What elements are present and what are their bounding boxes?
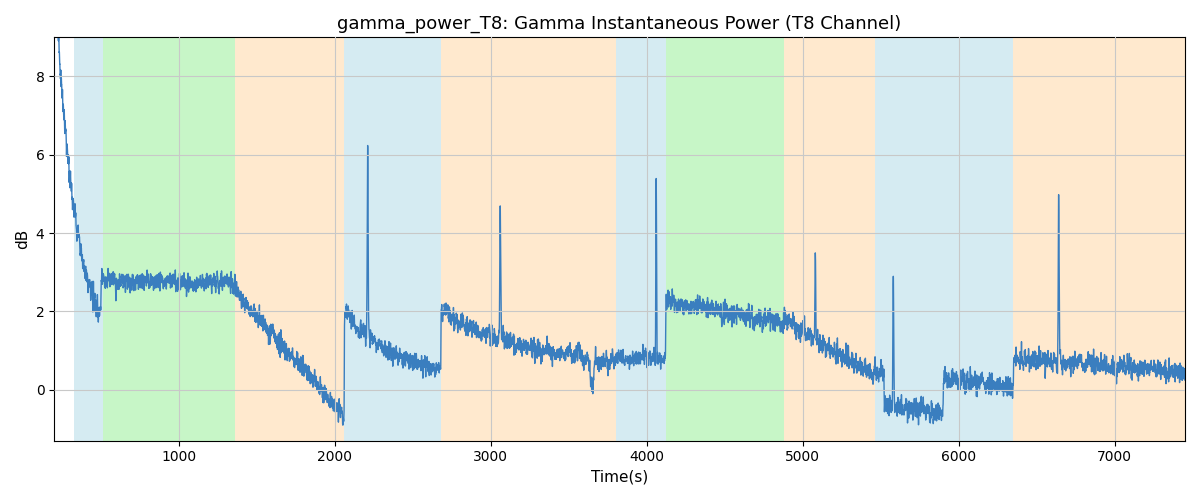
X-axis label: Time(s): Time(s)	[590, 470, 648, 485]
Bar	[875, 38, 1014, 440]
Bar	[666, 38, 784, 440]
Bar	[616, 38, 666, 440]
Y-axis label: dB: dB	[16, 229, 30, 249]
Bar	[102, 38, 235, 440]
Bar	[440, 38, 616, 440]
Bar	[74, 38, 102, 440]
Bar	[344, 38, 440, 440]
Title: gamma_power_T8: Gamma Instantaneous Power (T8 Channel): gamma_power_T8: Gamma Instantaneous Powe…	[337, 15, 901, 34]
Bar	[784, 38, 875, 440]
Bar	[235, 38, 344, 440]
Bar	[1014, 38, 1186, 440]
